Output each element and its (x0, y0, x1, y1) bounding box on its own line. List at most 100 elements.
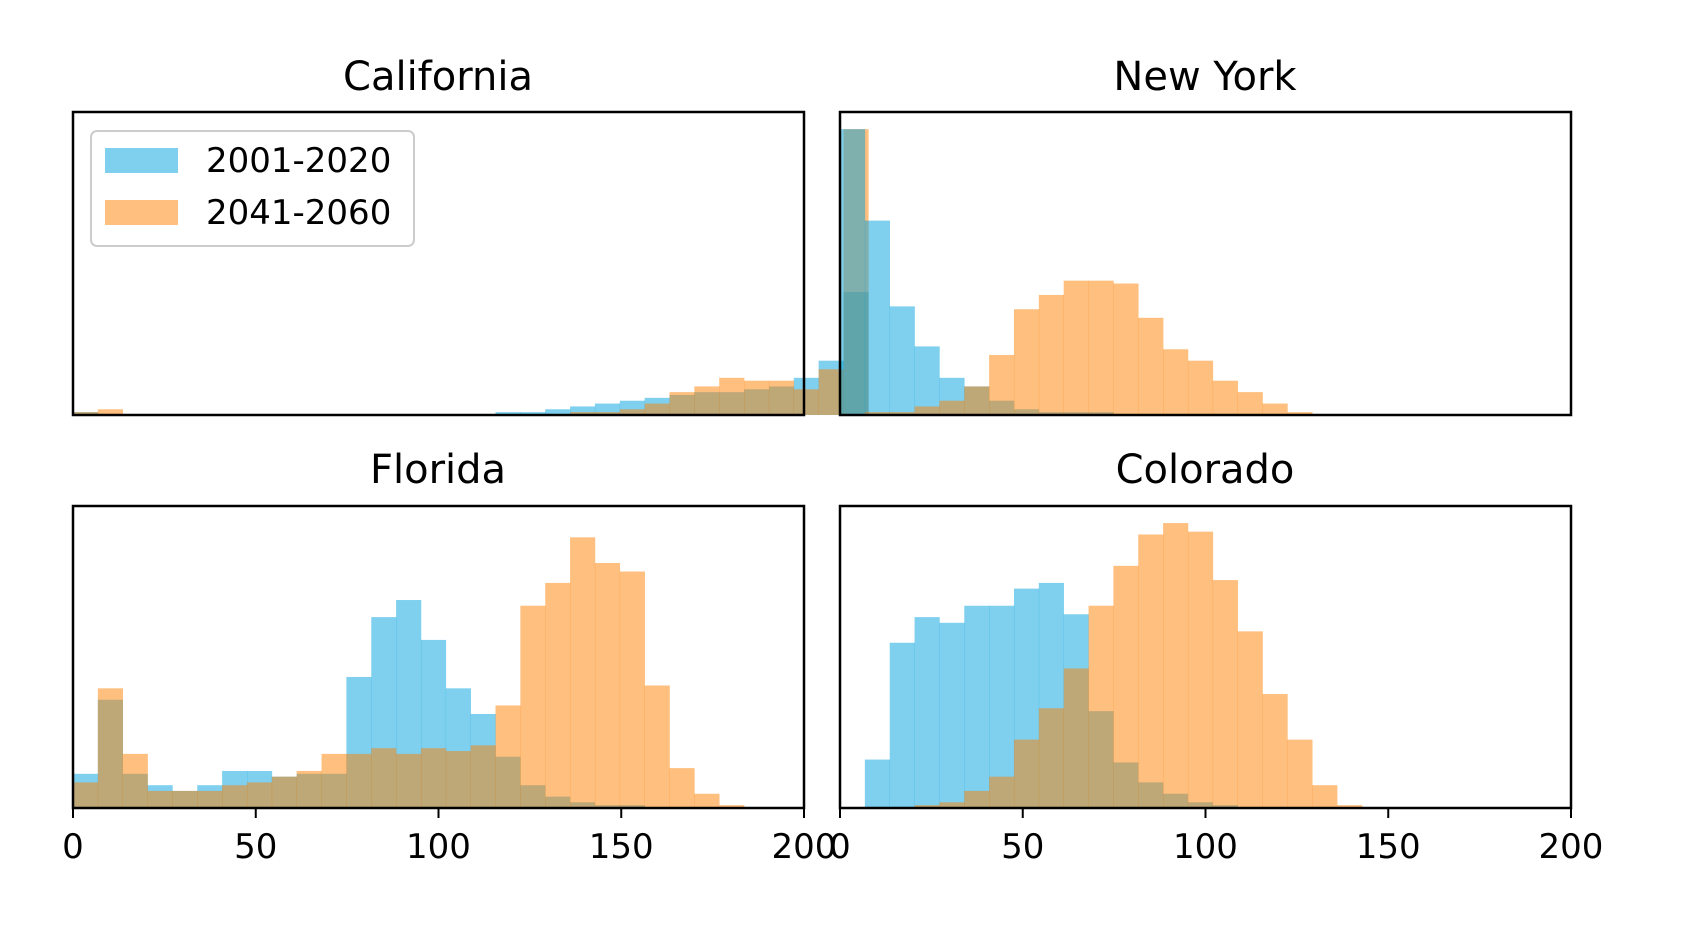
histogram-bar (694, 386, 720, 415)
histogram-bar (495, 705, 521, 808)
histogram-bar (570, 406, 596, 415)
histogram-bar (1287, 412, 1313, 415)
histogram-bar (864, 759, 890, 808)
bars-group (73, 537, 745, 808)
legend-swatch-2001-2020 (105, 148, 178, 173)
histogram-bar (122, 753, 148, 808)
histogram-bar (420, 748, 447, 808)
histogram-bar (989, 605, 1015, 808)
histogram-bar (1138, 534, 1164, 808)
histogram-bar (914, 617, 940, 808)
x-tick-label: 150 (589, 827, 654, 867)
histogram-bar (619, 571, 645, 808)
histogram-bar (1088, 605, 1114, 808)
histogram-bar (989, 776, 1015, 808)
histogram-bar (73, 782, 99, 808)
histogram-bar (147, 790, 173, 808)
x-tick-label: 100 (406, 827, 471, 867)
histogram-bar (1138, 317, 1164, 415)
x-tick-label: 200 (1539, 827, 1604, 867)
legend-label-2041-2060: 2041-2060 (206, 193, 391, 233)
histogram-bar (1312, 785, 1338, 808)
histogram-bar (97, 688, 123, 808)
histogram-bar (864, 412, 890, 415)
histogram-bar (296, 770, 322, 808)
histogram-bar (1163, 523, 1189, 808)
x-tick-label: 50 (234, 827, 277, 867)
histogram-bar (271, 776, 297, 808)
histogram-bar (1088, 280, 1114, 415)
histogram-bar (73, 412, 99, 415)
histogram-bar (495, 412, 521, 415)
histogram-bar (172, 790, 198, 808)
histogram-bar (371, 748, 397, 808)
histogram-bar (1262, 694, 1288, 808)
x-tick-label: 200 (772, 827, 837, 867)
histogram-bar (1038, 708, 1064, 808)
histogram-bar (793, 389, 819, 415)
histogram-bar (1113, 283, 1139, 415)
histogram-bar (594, 403, 621, 415)
histogram-bar (768, 380, 795, 415)
panel-new-york: New York (838, 54, 1573, 417)
panel-title: New York (1113, 54, 1297, 100)
histogram-bar (864, 220, 890, 415)
histogram-bar (570, 537, 596, 808)
histogram-bar (939, 622, 965, 808)
histogram-bar (1262, 403, 1288, 415)
histogram-bar (889, 412, 915, 415)
histogram-bar (1187, 360, 1214, 415)
histogram-bar (914, 346, 940, 415)
histogram-bar (1237, 392, 1263, 415)
panel-title: Colorado (1116, 447, 1295, 493)
histogram-bar (669, 768, 695, 808)
histogram-bar (964, 605, 990, 808)
histogram-bar (520, 412, 546, 415)
histogram-bar (570, 412, 596, 415)
x-tick-label: 50 (1001, 827, 1044, 867)
x-tick-label: 150 (1356, 827, 1421, 867)
histogram-bar (594, 412, 621, 415)
histogram-bar (1013, 309, 1040, 415)
histogram-bar (1038, 294, 1064, 415)
histogram-bar (321, 753, 347, 808)
x-axis: 0 50 100 150 200 (62, 808, 836, 867)
histogram-bar (914, 805, 940, 808)
histogram-bar (545, 409, 571, 415)
panel-florida: Florida 0 50 100 150 200 (62, 447, 836, 867)
x-tick-label: 0 (62, 827, 84, 867)
histogram-bar (445, 751, 471, 808)
histogram-bar (840, 129, 866, 415)
histogram-bar (644, 403, 670, 415)
histogram-bar (246, 782, 273, 808)
histogram-bar (1337, 805, 1363, 808)
histogram-bar (719, 805, 745, 808)
legend-label-2001-2020: 2001-2020 (206, 141, 391, 181)
histogram-bar (964, 790, 990, 808)
histogram-bar (694, 793, 720, 808)
bars-group (840, 129, 1313, 415)
histogram-bar (346, 753, 372, 808)
histogram-bar (939, 400, 965, 415)
histogram-bar (197, 790, 223, 808)
histogram-bar (520, 605, 546, 808)
histogram-bar (619, 409, 645, 415)
histogram-bar (396, 753, 422, 808)
histogram-bar (989, 354, 1015, 415)
histogram-bar (889, 306, 915, 415)
histogram-bar (889, 642, 915, 808)
histogram-bar (669, 392, 695, 415)
histogram-bar (1212, 380, 1238, 415)
legend-swatch-2041-2060 (105, 200, 178, 225)
histogram-bar (1113, 565, 1139, 808)
histogram-bar (1013, 739, 1040, 808)
histogram-bar (1287, 739, 1313, 808)
histogram-bar (1163, 349, 1189, 415)
histogram-bar (1212, 580, 1238, 808)
histogram-bar (545, 582, 571, 808)
histogram-bar (1237, 631, 1263, 808)
histogram-bar (222, 785, 248, 808)
panel-title: Florida (370, 447, 506, 493)
axes-frame (71, 110, 806, 417)
